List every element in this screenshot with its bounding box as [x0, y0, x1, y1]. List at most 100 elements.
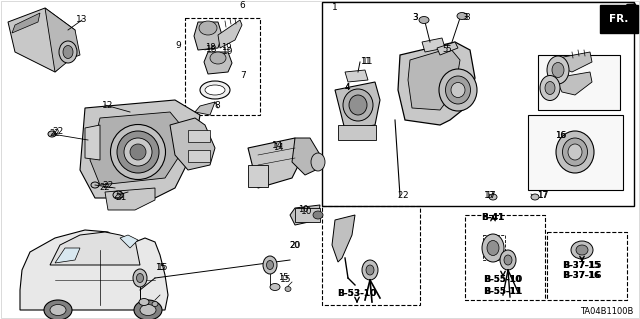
Text: B-37-16: B-37-16 — [563, 271, 602, 280]
Text: B-37-15: B-37-15 — [563, 261, 602, 270]
Polygon shape — [290, 205, 320, 225]
Text: 3: 3 — [462, 13, 468, 23]
Bar — [322, 2, 634, 206]
Text: 20: 20 — [289, 241, 301, 249]
Text: 22: 22 — [100, 183, 110, 192]
Text: 2: 2 — [397, 191, 403, 201]
Polygon shape — [422, 38, 445, 52]
Text: B-55-10: B-55-10 — [484, 276, 522, 285]
Ellipse shape — [200, 81, 230, 99]
Ellipse shape — [547, 56, 569, 84]
Ellipse shape — [451, 83, 465, 98]
Polygon shape — [90, 112, 185, 185]
Bar — [528, 115, 623, 190]
Ellipse shape — [59, 41, 77, 63]
Ellipse shape — [117, 131, 159, 173]
Ellipse shape — [139, 299, 149, 306]
Ellipse shape — [152, 301, 158, 307]
Text: 14: 14 — [273, 144, 284, 152]
Text: B-55-11: B-55-11 — [483, 286, 523, 295]
Text: 15: 15 — [157, 263, 169, 272]
Text: 17: 17 — [484, 190, 496, 199]
Ellipse shape — [44, 300, 72, 319]
Bar — [322, 206, 420, 305]
Text: B-55-11: B-55-11 — [484, 286, 522, 295]
Text: 15: 15 — [278, 273, 288, 283]
Ellipse shape — [136, 273, 143, 283]
Text: 16: 16 — [555, 130, 565, 139]
Ellipse shape — [489, 194, 497, 200]
Text: B-37-15: B-37-15 — [564, 261, 600, 270]
Text: 9: 9 — [175, 41, 181, 49]
Ellipse shape — [266, 261, 273, 270]
Text: 3: 3 — [412, 13, 418, 23]
Bar — [295, 208, 320, 222]
Polygon shape — [170, 118, 215, 170]
Text: 20: 20 — [290, 241, 300, 249]
Text: 21: 21 — [115, 192, 127, 202]
Ellipse shape — [48, 131, 56, 137]
Text: 18: 18 — [205, 43, 215, 53]
Ellipse shape — [349, 95, 367, 115]
Text: 22: 22 — [52, 128, 63, 137]
Ellipse shape — [134, 300, 162, 319]
Text: 22: 22 — [50, 130, 60, 138]
Text: 1: 1 — [332, 4, 338, 12]
Ellipse shape — [270, 284, 280, 291]
Ellipse shape — [563, 138, 588, 166]
Polygon shape — [20, 230, 168, 310]
Ellipse shape — [313, 211, 323, 219]
Ellipse shape — [205, 85, 225, 95]
Polygon shape — [55, 248, 80, 263]
Ellipse shape — [133, 269, 147, 287]
Text: 10: 10 — [298, 205, 308, 214]
Ellipse shape — [63, 46, 73, 58]
Polygon shape — [80, 100, 200, 198]
Ellipse shape — [111, 124, 166, 180]
Ellipse shape — [199, 21, 217, 35]
Ellipse shape — [130, 144, 146, 160]
Ellipse shape — [531, 194, 539, 200]
Polygon shape — [555, 72, 592, 95]
Polygon shape — [332, 215, 355, 262]
Text: 11: 11 — [362, 57, 374, 66]
Ellipse shape — [545, 81, 555, 94]
Polygon shape — [437, 42, 458, 55]
Ellipse shape — [362, 260, 378, 280]
Bar — [600, 5, 638, 33]
Bar — [547, 232, 627, 300]
Ellipse shape — [91, 182, 99, 188]
Text: 13: 13 — [76, 16, 88, 25]
Ellipse shape — [500, 250, 516, 270]
Text: 16: 16 — [556, 130, 568, 139]
Text: 19: 19 — [221, 43, 231, 53]
Text: 14: 14 — [272, 140, 284, 150]
Polygon shape — [292, 138, 322, 175]
Polygon shape — [204, 52, 232, 74]
Bar — [188, 130, 210, 142]
Text: B-37-16: B-37-16 — [564, 271, 600, 280]
Ellipse shape — [504, 255, 512, 265]
Ellipse shape — [571, 241, 593, 259]
Polygon shape — [194, 22, 222, 50]
Ellipse shape — [457, 12, 467, 19]
Text: TA04B1100B: TA04B1100B — [580, 308, 634, 316]
Bar — [188, 150, 210, 162]
Text: 6: 6 — [239, 2, 245, 11]
Polygon shape — [345, 70, 368, 82]
Bar — [338, 125, 376, 140]
Text: 11: 11 — [360, 57, 371, 66]
Ellipse shape — [568, 144, 582, 160]
Polygon shape — [8, 8, 75, 72]
Text: 18: 18 — [206, 46, 218, 55]
Ellipse shape — [482, 234, 504, 262]
Ellipse shape — [556, 131, 594, 173]
Text: 2: 2 — [402, 191, 408, 201]
Ellipse shape — [439, 69, 477, 111]
Ellipse shape — [263, 256, 277, 274]
Polygon shape — [12, 13, 40, 33]
Text: 3: 3 — [412, 13, 418, 23]
Text: 8: 8 — [214, 100, 220, 109]
Text: 4: 4 — [344, 84, 349, 93]
Polygon shape — [398, 42, 475, 125]
